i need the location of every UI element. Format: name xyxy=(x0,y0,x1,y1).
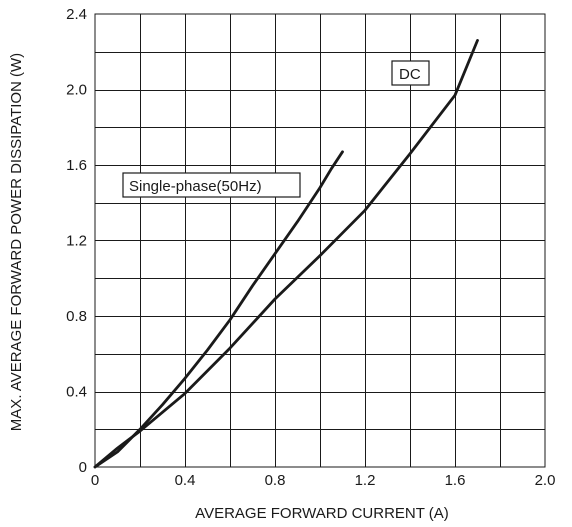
annotation-dc: DC xyxy=(391,60,430,86)
x-tick-label: 0.8 xyxy=(265,472,286,489)
x-axis-title: AVERAGE FORWARD CURRENT (A) xyxy=(195,505,449,522)
annotation-dc-box xyxy=(391,60,430,86)
x-tick-label: 2.0 xyxy=(535,472,556,489)
y-tick-label: 0.4 xyxy=(66,384,87,401)
y-tick-label: 2.0 xyxy=(66,82,87,99)
x-tick-label: 0.4 xyxy=(175,472,196,489)
x-tick-label: 0 xyxy=(91,472,99,489)
annotation-dc-text: DC xyxy=(399,66,421,83)
y-tick-label: 0.8 xyxy=(66,308,87,325)
x-tick-label: 1.6 xyxy=(445,472,466,489)
annotation-single-phase: Single-phase(50Hz) xyxy=(122,172,301,198)
y-axis-title: MAX. AVERAGE FORWARD POWER DISSIPATION (… xyxy=(8,53,25,431)
grid xyxy=(95,14,545,467)
y-tick-label: 2.4 xyxy=(66,6,87,23)
annotation-single-phase-text: Single-phase(50Hz) xyxy=(129,178,262,195)
series-line-dc xyxy=(93,39,479,469)
plot-frame xyxy=(94,13,546,468)
annotation-single-phase-box xyxy=(122,172,301,198)
series-line-single-phase xyxy=(93,150,344,469)
tick-labels: 0 0.4 0.8 1.2 1.6 2.0 0 0.4 0.8 1.2 1.6 2.0 2.4 xyxy=(66,6,555,489)
series-lines xyxy=(93,39,479,469)
y-tick-label: 1.6 xyxy=(66,157,87,174)
x-tick-label: 1.2 xyxy=(355,472,376,489)
y-tick-label: 1.2 xyxy=(66,233,87,250)
y-tick-label: 0 xyxy=(79,459,87,476)
